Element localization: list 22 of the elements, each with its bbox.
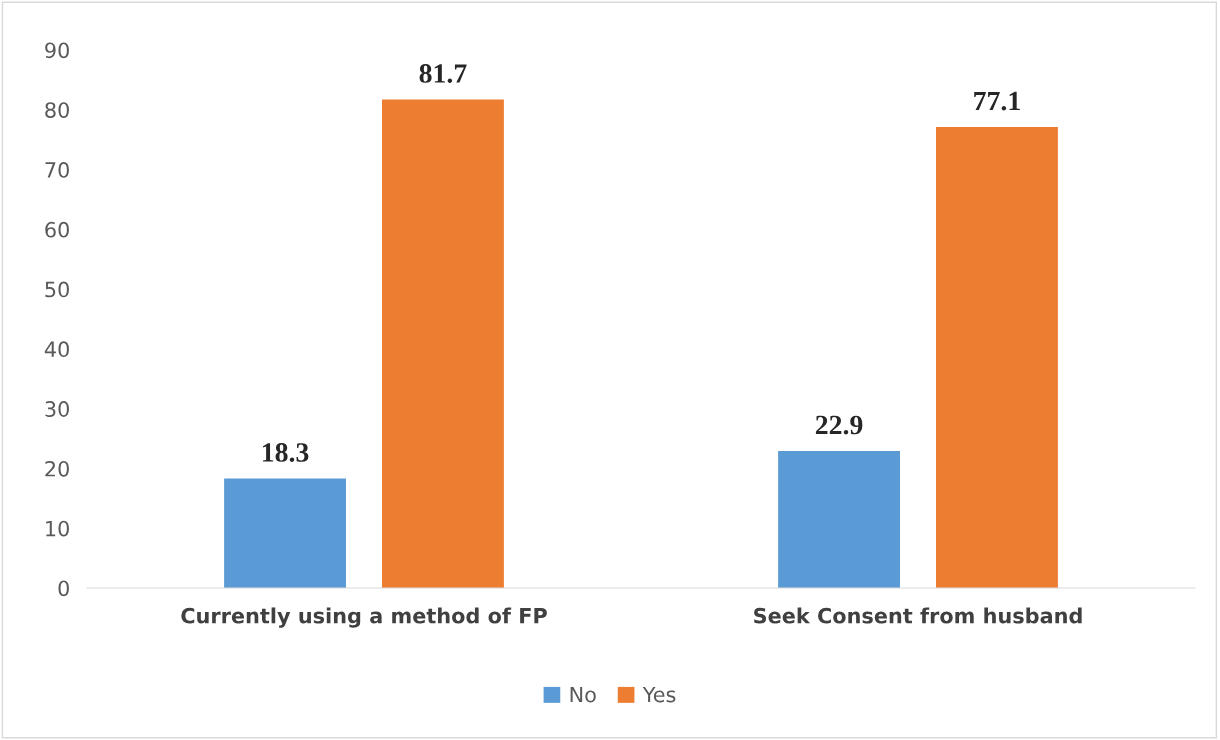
y-tick-label: 0 [58,580,69,597]
bar [778,451,900,588]
y-tick-label: 80 [45,102,69,118]
y-tick-label: 70 [45,162,69,178]
data-label: 18.3 [262,443,309,462]
legend-label: Yes [642,686,676,703]
bar [382,99,504,588]
y-tick-label: 20 [45,460,69,477]
bar [224,478,346,588]
x-tick-label: Seek Consent from husband [754,607,1082,624]
y-tick-label: 40 [44,341,69,358]
legend-label: No [570,686,596,703]
y-tick-label: 50 [45,281,69,298]
data-label: 22.9 [815,415,863,435]
data-label: 77.1 [974,91,1020,111]
y-tick-label: 60 [45,221,69,238]
y-tick-label: 10 [46,520,69,537]
data-label: 81.7 [419,64,467,83]
x-tick-label: Currently using a method of FP [181,607,547,628]
y-tick-label: 30 [45,401,69,417]
bar [936,127,1058,588]
y-tick-label: 90 [45,42,69,59]
